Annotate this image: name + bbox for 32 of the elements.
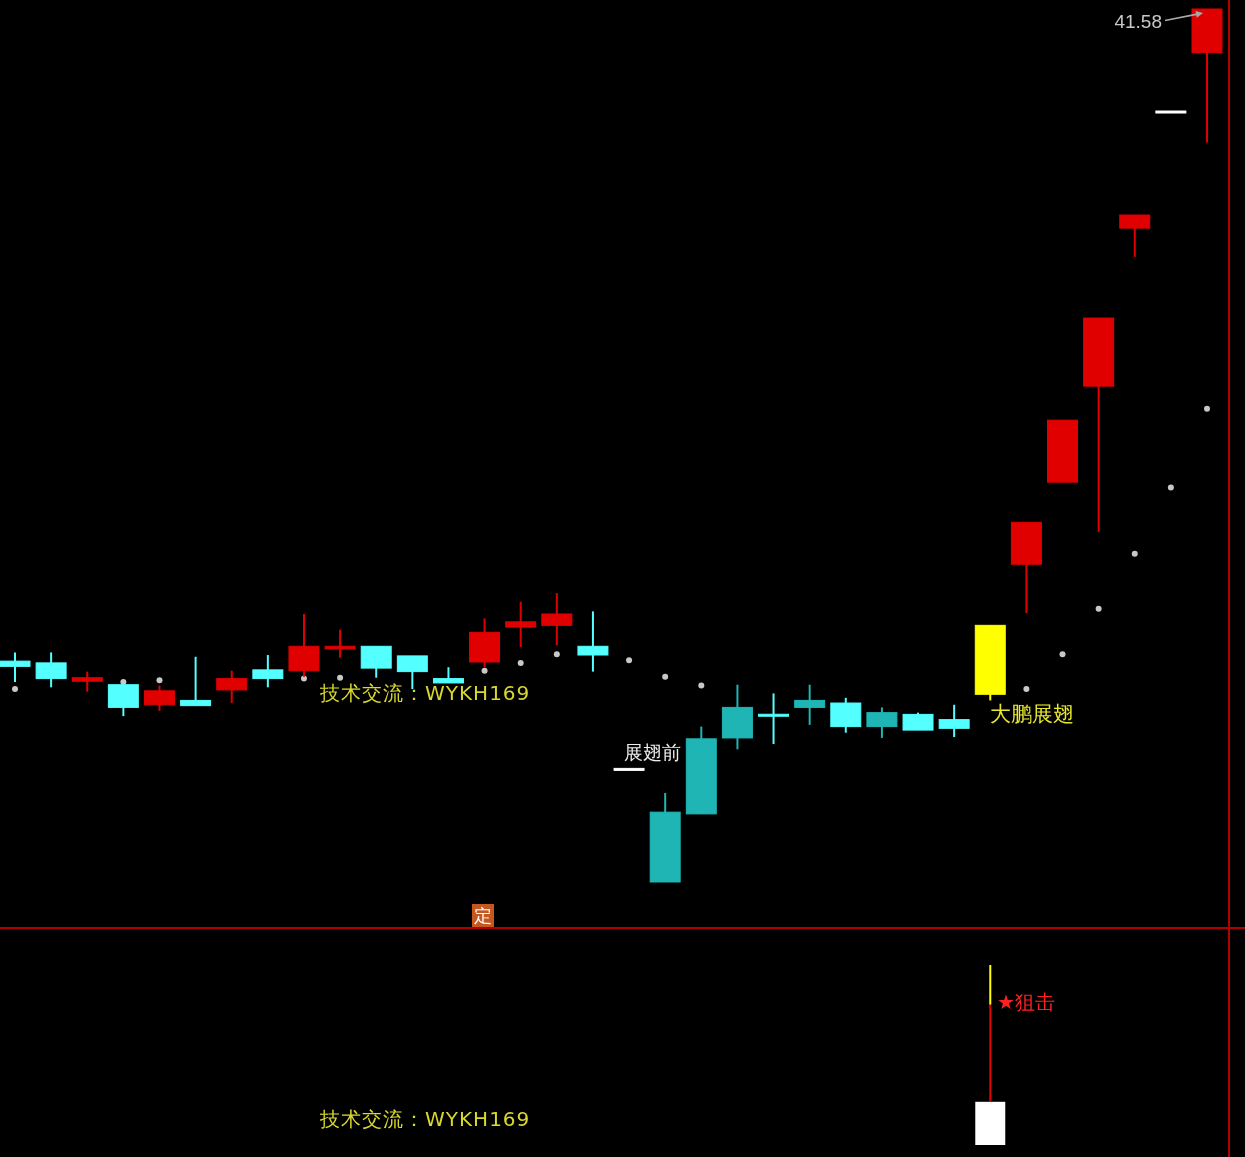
candlestick — [71, 670, 103, 693]
candlestick — [324, 628, 356, 659]
candlestick — [758, 692, 790, 746]
point — [698, 682, 705, 689]
point — [1167, 484, 1174, 491]
annotation: ★狙击 — [997, 990, 1055, 1014]
annotation: 大鹏展翅 — [990, 702, 1074, 726]
point — [626, 657, 633, 664]
candlestick — [577, 610, 609, 673]
point — [156, 677, 163, 684]
point — [662, 673, 669, 680]
candlestick — [1155, 110, 1187, 114]
point — [1023, 686, 1030, 693]
candlestick — [613, 767, 645, 771]
candlestick — [505, 600, 537, 649]
point — [553, 651, 560, 658]
annotation: 41.58 — [1114, 11, 1162, 32]
point — [300, 675, 307, 682]
point — [1095, 605, 1102, 612]
candlestick — [0, 651, 31, 684]
point — [1059, 651, 1066, 658]
annotation: 技术交流：WYKH169 — [319, 681, 531, 705]
point — [1204, 405, 1210, 412]
point — [481, 667, 488, 674]
point — [1131, 550, 1138, 557]
point — [337, 674, 344, 681]
point — [12, 686, 18, 693]
candlestick — [180, 655, 212, 707]
candlestick — [794, 683, 826, 726]
point — [517, 659, 524, 666]
annotation: 展翅前 — [624, 741, 681, 763]
annotation: 技术交流：WYKH169 — [319, 1107, 531, 1131]
